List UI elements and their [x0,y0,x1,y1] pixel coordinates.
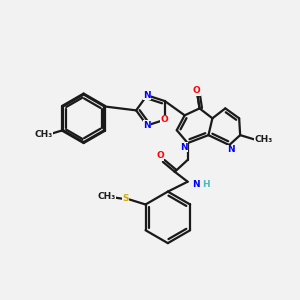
Text: O: O [156,152,164,160]
Text: N: N [143,91,151,100]
Text: O: O [161,115,169,124]
Text: N: N [143,121,151,130]
Text: N: N [227,146,235,154]
Text: N: N [180,142,188,152]
Text: CH₃: CH₃ [254,135,272,144]
Text: CH₃: CH₃ [35,130,53,139]
Text: S: S [122,194,129,203]
Text: O: O [193,86,200,95]
Text: N: N [192,180,200,189]
Text: H: H [202,180,209,189]
Text: CH₃: CH₃ [98,192,116,201]
